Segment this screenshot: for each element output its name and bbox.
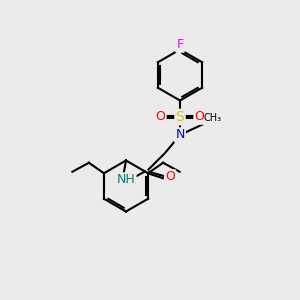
Text: S: S bbox=[176, 110, 184, 124]
Text: O: O bbox=[156, 110, 165, 124]
Text: F: F bbox=[176, 38, 184, 52]
Text: O: O bbox=[195, 110, 204, 124]
Text: NH: NH bbox=[117, 173, 135, 187]
Text: O: O bbox=[165, 170, 175, 184]
Text: N: N bbox=[175, 128, 185, 142]
Text: CH₃: CH₃ bbox=[204, 113, 222, 123]
